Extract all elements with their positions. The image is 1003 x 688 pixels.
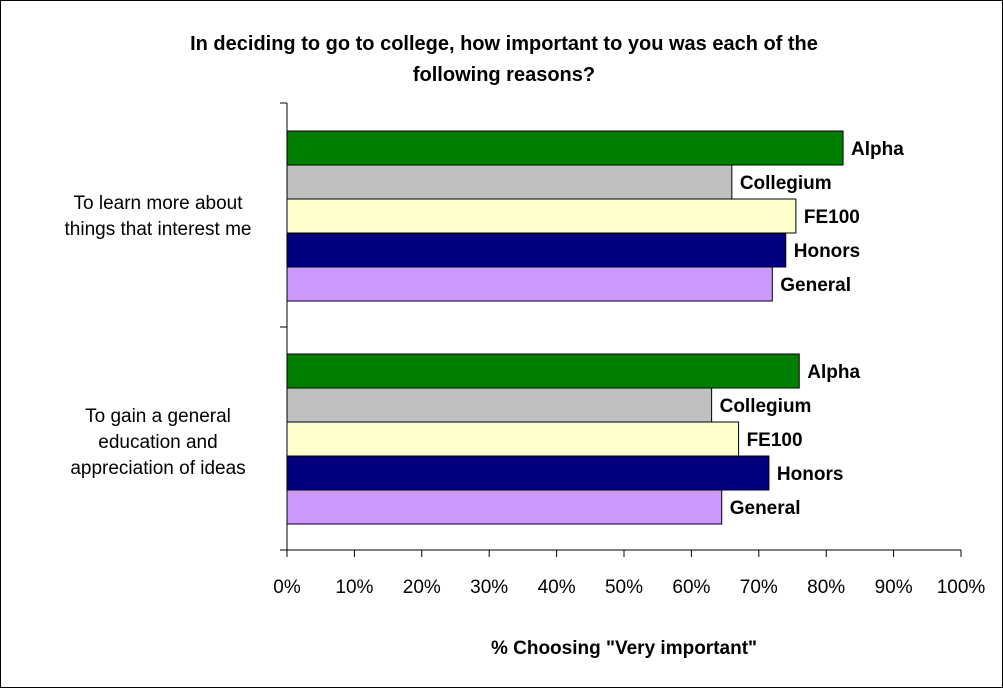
x-tick-label: 20% xyxy=(403,577,441,598)
bar-collegium xyxy=(286,164,733,200)
chart-title: In deciding to go to college, how import… xyxy=(190,33,818,86)
bar-alpha xyxy=(286,130,844,166)
data-label-collegium: Collegium xyxy=(720,396,812,417)
category-label: things that interest me xyxy=(65,219,252,240)
x-tick-label: 60% xyxy=(672,577,710,598)
bar-fe100 xyxy=(286,198,797,234)
bar-honors xyxy=(286,455,770,491)
data-label-fe100: FE100 xyxy=(747,430,803,451)
chart-bars xyxy=(286,130,844,525)
category-labels: To learn more about things that interest … xyxy=(65,193,252,479)
data-label-general: General xyxy=(730,498,801,519)
x-tick-label: 100% xyxy=(937,577,986,598)
bar-alpha xyxy=(286,353,800,389)
bar-fe100 xyxy=(286,421,740,457)
data-label-general: General xyxy=(780,275,851,296)
category-label: appreciation of ideas xyxy=(70,458,245,479)
bar-general xyxy=(286,266,773,302)
x-tick-label: 90% xyxy=(875,577,913,598)
chart-title-line: following reasons? xyxy=(413,64,595,86)
bar-collegium xyxy=(286,387,713,423)
data-label-honors: Honors xyxy=(777,464,844,485)
bar-general xyxy=(286,489,723,525)
category-label: education and xyxy=(98,432,217,453)
category-label: To gain a general xyxy=(85,406,231,427)
x-tick-labels: 0% 10% 20% 30% 40% 50% 60% 70% 80% 90% 100% xyxy=(273,577,985,598)
x-tick-label: 30% xyxy=(470,577,508,598)
category-label: To learn more about xyxy=(74,193,244,214)
bar-honors xyxy=(286,232,787,268)
data-label-honors: Honors xyxy=(794,241,861,262)
chart-title-line: In deciding to go to college, how import… xyxy=(190,33,818,55)
x-tick-label: 70% xyxy=(740,577,778,598)
x-tick-label: 80% xyxy=(807,577,845,598)
data-label-alpha: Alpha xyxy=(851,139,904,160)
x-tick-label: 50% xyxy=(605,577,643,598)
data-label-collegium: Collegium xyxy=(740,173,832,194)
x-tick-label: 10% xyxy=(335,577,373,598)
data-label-alpha: Alpha xyxy=(807,362,860,383)
x-tick-label: 40% xyxy=(538,577,576,598)
chart-data-labels: Alpha Collegium FE100 Honors General Alpha Col… xyxy=(720,139,905,519)
x-tick-label: 0% xyxy=(273,577,301,598)
x-axis-title: % Choosing "Very important" xyxy=(491,638,757,659)
data-label-fe100: FE100 xyxy=(804,207,860,228)
